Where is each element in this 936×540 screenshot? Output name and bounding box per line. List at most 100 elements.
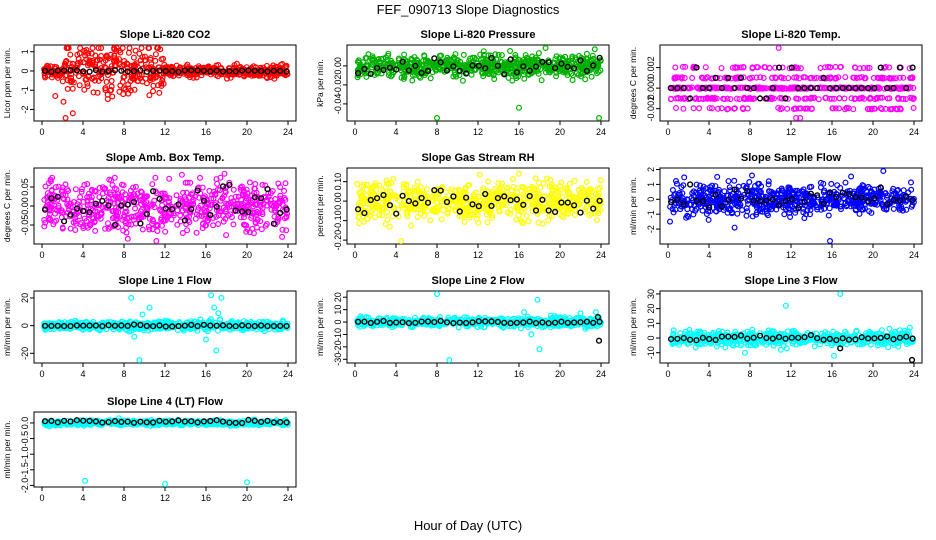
x-tick-label: 16 — [201, 369, 211, 379]
data-point — [116, 61, 123, 68]
data-point — [444, 54, 451, 61]
x-tick-label: 12 — [786, 127, 796, 137]
data-point — [457, 61, 464, 68]
data-point — [98, 64, 105, 71]
data-point — [453, 73, 460, 80]
outlier-point — [108, 83, 115, 90]
data-point — [495, 51, 502, 58]
x-tick-label: 12 — [160, 127, 170, 137]
hourly-point — [137, 67, 144, 74]
x-tick-label: 4 — [393, 369, 398, 379]
data-point — [142, 75, 149, 82]
data-point — [59, 78, 66, 85]
hourly-point — [258, 67, 265, 75]
data-point — [102, 85, 109, 92]
data-point — [568, 70, 575, 77]
data-point — [69, 85, 76, 92]
data-point — [363, 54, 370, 61]
data-point — [504, 67, 511, 74]
data-point — [411, 54, 418, 61]
data-point — [480, 48, 487, 55]
data-point — [498, 52, 505, 59]
y-tick-label: -30 — [333, 353, 343, 366]
data-point — [510, 60, 517, 67]
data-point — [590, 55, 597, 62]
data-point — [94, 57, 101, 64]
y-tick-label: -2 — [646, 225, 656, 233]
data-point — [542, 69, 549, 76]
data-point — [357, 61, 364, 68]
data-point — [67, 51, 74, 58]
data-point — [88, 50, 95, 57]
x-tick-label: 16 — [201, 250, 211, 260]
data-point — [76, 82, 83, 89]
x-tick-label: 0 — [352, 250, 357, 260]
x-tick-label: 24 — [596, 250, 606, 260]
data-point — [120, 85, 127, 92]
x-tick-label: 20 — [242, 369, 252, 379]
data-point — [553, 53, 560, 60]
data-point — [480, 51, 487, 58]
hourly-point — [67, 66, 74, 74]
outlier-point — [52, 92, 59, 99]
outlier-point — [136, 50, 143, 57]
hourly-point — [54, 67, 61, 74]
data-point — [131, 61, 138, 68]
data-point — [588, 73, 595, 80]
y-tick-label: -2 — [20, 105, 30, 113]
data-point — [591, 46, 598, 53]
data-point — [61, 64, 68, 71]
hourly-point — [105, 67, 112, 75]
outlier-point — [113, 44, 120, 51]
data-point — [460, 51, 467, 58]
hourly-point — [251, 67, 258, 74]
y-axis-label: ml/min per min. — [315, 298, 325, 356]
y-axis-label: ml/min per min. — [628, 177, 638, 235]
data-point — [131, 76, 138, 83]
hourly-point — [213, 67, 220, 74]
y-tick-label: 0.00 — [20, 197, 30, 215]
panel-title: Slope Li-820 Temp. — [741, 29, 840, 41]
hourly-point — [60, 67, 68, 74]
x-tick-label: 8 — [434, 127, 439, 137]
data-point — [63, 72, 70, 79]
data-points — [41, 44, 291, 121]
hourly-point — [156, 67, 163, 74]
y-axis-label: Licor ppm per min. — [2, 48, 12, 118]
outlier-point — [60, 98, 67, 105]
data-point — [77, 44, 84, 51]
data-point — [572, 54, 579, 61]
hourly-point — [219, 68, 227, 75]
data-point — [156, 89, 163, 96]
data-point — [283, 62, 290, 69]
data-point — [101, 63, 108, 70]
x-tick-label: 12 — [160, 250, 170, 260]
hourly-point — [226, 67, 233, 75]
data-point — [98, 44, 105, 51]
y-tick-label: 0 — [333, 320, 343, 325]
data-point — [479, 70, 486, 77]
x-tick-label: 4 — [80, 369, 85, 379]
x-tick-label: 8 — [747, 250, 752, 260]
data-point — [584, 56, 591, 63]
y-axis-label: degrees C per min. — [628, 47, 638, 119]
y-tick-label: -0.05 — [20, 215, 30, 236]
data-point — [552, 56, 559, 63]
y-tick-label: -1 — [20, 86, 30, 94]
x-tick-label: 16 — [827, 250, 837, 260]
y-tick-label: -10 — [333, 328, 343, 341]
x-tick-label: 4 — [393, 250, 398, 260]
y-tick-label: 0.10 — [333, 173, 343, 191]
hourly-point — [99, 68, 106, 75]
data-point — [147, 54, 154, 61]
data-point — [125, 90, 132, 97]
y-tick-label: -0.10 — [333, 210, 343, 231]
data-point — [512, 51, 519, 58]
hourly-point — [92, 66, 100, 74]
data-point — [507, 47, 514, 54]
data-point — [142, 53, 149, 60]
data-point — [480, 55, 487, 62]
y-tick-label: 1 — [20, 49, 30, 54]
data-point — [92, 63, 99, 70]
